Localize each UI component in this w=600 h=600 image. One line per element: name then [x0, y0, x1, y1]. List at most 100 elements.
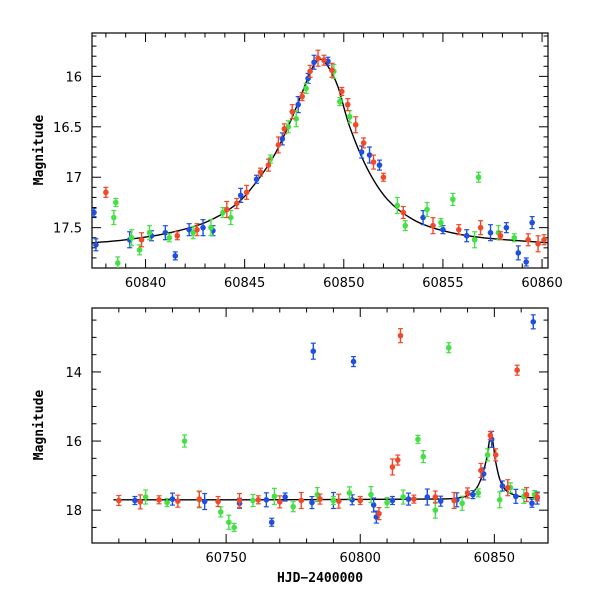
- bottom-panel-marker: [298, 497, 305, 504]
- bottom-panel-data-point: [310, 342, 317, 360]
- top-panel-data-point: [511, 233, 518, 243]
- top-panel-marker: [352, 121, 359, 128]
- bottom-panel-marker: [169, 496, 176, 502]
- top-panel-x-tick-label: 60840: [125, 276, 166, 291]
- bottom-panel-marker: [534, 494, 541, 500]
- top-panel-data-point: [265, 158, 272, 172]
- top-panel-y-tick-label: 16.5: [53, 121, 82, 136]
- bottom-panel-marker: [370, 502, 377, 508]
- bottom-panel-marker: [196, 496, 203, 502]
- top-panel-data-point: [366, 146, 373, 164]
- top-panel-marker: [138, 236, 145, 243]
- top-panel-data-point: [503, 222, 510, 234]
- top-panel-data-point: [208, 219, 214, 237]
- top-panel-data-point: [275, 136, 282, 154]
- top-panel-marker: [289, 108, 296, 115]
- top-panel-marker: [475, 174, 482, 181]
- top-panel-marker: [503, 224, 510, 231]
- top-panel-marker: [233, 200, 240, 207]
- bottom-panel-data-point: [397, 328, 404, 344]
- bottom-panel-data-point: [169, 492, 176, 506]
- top-panel-marker: [295, 101, 301, 108]
- top-panel-data-point: [93, 238, 99, 252]
- top-panel-data-point: [424, 201, 430, 218]
- top-panel-marker: [463, 232, 470, 239]
- bottom-panel-marker: [420, 453, 427, 460]
- bottom-panel-data-point: [534, 492, 541, 502]
- top-panel-marker: [103, 189, 109, 196]
- bottom-panel-marker: [350, 358, 357, 365]
- bottom-panel-data-point: [496, 491, 503, 509]
- top-panel-marker: [535, 240, 541, 247]
- bottom-panel-data-point: [268, 517, 275, 527]
- top-panel-data-point: [438, 218, 444, 228]
- top-panel-marker: [455, 226, 462, 233]
- top-panel-marker: [224, 206, 230, 213]
- top-panel-data-point: [420, 209, 426, 226]
- bottom-panel-marker: [400, 494, 406, 500]
- bottom-panel-x-tick-label: 60850: [474, 551, 515, 566]
- top-panel-marker: [370, 159, 377, 165]
- bottom-panel-data-point: [394, 454, 401, 466]
- bottom-panel-marker: [384, 499, 390, 506]
- top-panel-data-point: [344, 98, 351, 112]
- bottom-panel-data-point: [357, 495, 364, 506]
- bottom-panel-marker: [255, 497, 262, 503]
- bottom-panel-y-tick-label: 18: [65, 504, 82, 519]
- top-panel-marker: [321, 57, 327, 64]
- top-panel-data-point: [162, 225, 169, 241]
- bottom-panel-marker: [330, 497, 337, 504]
- bottom-panel-data-point: [271, 487, 278, 505]
- top-panel-x-tick-label: 60855: [422, 276, 463, 291]
- top-panel-marker: [315, 55, 321, 62]
- bottom-panel-y-axis-label: Magnitude: [32, 390, 47, 461]
- bottom-panel-data-point: [513, 488, 519, 504]
- bottom-panel-marker: [530, 319, 537, 325]
- bottom-panel-data-point: [451, 491, 457, 510]
- top-panel-model-curve-line: [92, 58, 548, 244]
- top-panel-marker: [430, 222, 436, 229]
- bottom-panel-marker: [215, 498, 221, 505]
- top-panel-marker: [380, 174, 387, 181]
- top-panel-x-tick-label: 60845: [224, 276, 265, 291]
- top-panel-data-point: [243, 184, 250, 200]
- bottom-panel-data-point: [181, 434, 188, 448]
- bottom-panel-data-point: [142, 489, 149, 505]
- top-panel-data-point: [523, 257, 529, 267]
- bottom-panel-marker: [415, 436, 421, 443]
- top-panel-data-point: [370, 154, 377, 170]
- top-panel-data-point: [337, 96, 343, 107]
- top-panel-data-point: [311, 54, 317, 70]
- bottom-panel-marker: [142, 494, 149, 500]
- top-panel-marker: [477, 224, 484, 231]
- bottom-panel-data-point: [389, 495, 396, 506]
- top-panel-marker: [136, 247, 143, 253]
- bottom-panel-data-point: [464, 487, 471, 499]
- bottom-panel-data-point: [116, 494, 122, 507]
- top-panel-marker: [529, 219, 535, 226]
- bottom-panel-data-point: [276, 495, 283, 509]
- top-panel-marker: [402, 222, 409, 229]
- top-panel-marker: [307, 68, 313, 75]
- top-panel-marker: [487, 229, 494, 236]
- top-panel-marker: [166, 234, 173, 241]
- top-panel-data-point: [281, 123, 288, 135]
- bottom-panel-marker: [181, 438, 188, 444]
- bottom-panel-data-point: [255, 495, 262, 505]
- top-panel-marker: [394, 202, 401, 209]
- bottom-panel-data-point: [432, 501, 439, 519]
- top-panel-x-tick-label: 60850: [323, 276, 364, 291]
- top-panel-data-point: [394, 196, 401, 215]
- top-panel: 60840 60845 60850 60855 60860 16 16.5 17 17.5 Ma…: [32, 32, 563, 291]
- bottom-panel-data-point: [459, 495, 465, 511]
- bottom-panel-data-point: [282, 492, 288, 502]
- top-panel-data-point: [400, 205, 407, 220]
- top-panel-data-point: [253, 174, 260, 184]
- bottom-panel-marker: [276, 499, 283, 505]
- bottom-panel-marker: [116, 497, 122, 504]
- bottom-panel-marker: [282, 494, 288, 500]
- top-panel-marker: [450, 196, 456, 203]
- top-panel-data-point: [114, 256, 121, 268]
- bottom-panel-data-point: [484, 448, 491, 462]
- bottom-panel-data-point: [298, 491, 305, 510]
